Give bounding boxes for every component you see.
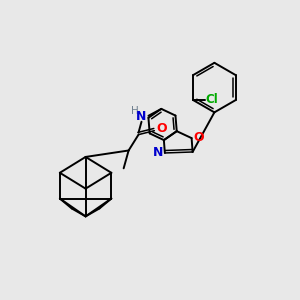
Text: H: H bbox=[131, 106, 138, 116]
Text: Cl: Cl bbox=[206, 94, 218, 106]
Text: N: N bbox=[136, 110, 147, 123]
Text: O: O bbox=[156, 122, 166, 135]
Text: O: O bbox=[193, 130, 204, 144]
Text: N: N bbox=[153, 146, 163, 160]
